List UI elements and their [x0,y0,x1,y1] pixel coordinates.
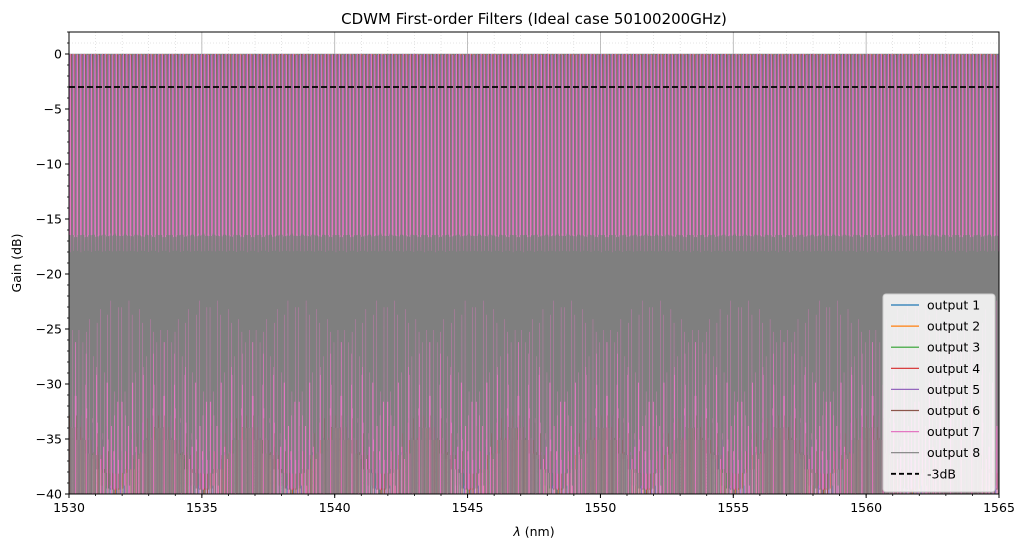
x-tick-label: 1545 [452,500,484,515]
legend-label: output 4 [927,361,980,376]
y-tick-label: −35 [36,432,62,447]
x-tick-label: 1540 [319,500,351,515]
y-tick-label: −25 [36,322,62,337]
series-layer [69,53,999,494]
y-tick-label: −5 [44,102,62,117]
legend-box [882,293,996,493]
y-tick-label: −30 [36,377,62,392]
x-tick-label: 1565 [983,500,1015,515]
y-tick-label: −15 [36,212,62,227]
legend-label: output 5 [927,382,980,397]
x-tick-label: 1560 [850,500,882,515]
legend-label: output 1 [927,298,980,313]
x-tick-label: 1530 [53,500,85,515]
x-axis: 1530 1535 1540 1545 1550 1555 1560 1565 [53,494,1015,515]
series-line-output-8 [69,53,999,494]
y-axis-title: Gain (dB) [9,234,24,293]
y-axis: 0 −5 −10 −15 −20 −25 −30 −35 −40 [36,31,69,502]
legend-label: output 2 [927,319,980,334]
x-axis-title-unit: (nm) [521,524,555,539]
y-tick-label: −20 [36,267,62,282]
y-tick-label: 0 [54,47,62,62]
legend-label: output 7 [927,424,980,439]
x-tick-label: 1535 [186,500,218,515]
x-axis-title: λ (nm) [512,524,554,539]
x-axis-title-symbol: λ [512,524,520,539]
x-tick-label: 1550 [585,500,617,515]
legend-label: -3dB [927,466,956,481]
chart-title: CDWM First-order Filters (Ideal case 501… [341,10,727,28]
legend-label: output 3 [927,340,980,355]
y-tick-label: −10 [36,157,62,172]
x-tick-label: 1555 [717,500,749,515]
legend-label: output 8 [927,445,980,460]
y-tick-label: −40 [36,487,62,502]
legend-label: output 6 [927,403,980,418]
legend: output 1 output 2 output 3 output 4 output 5… [882,293,996,493]
